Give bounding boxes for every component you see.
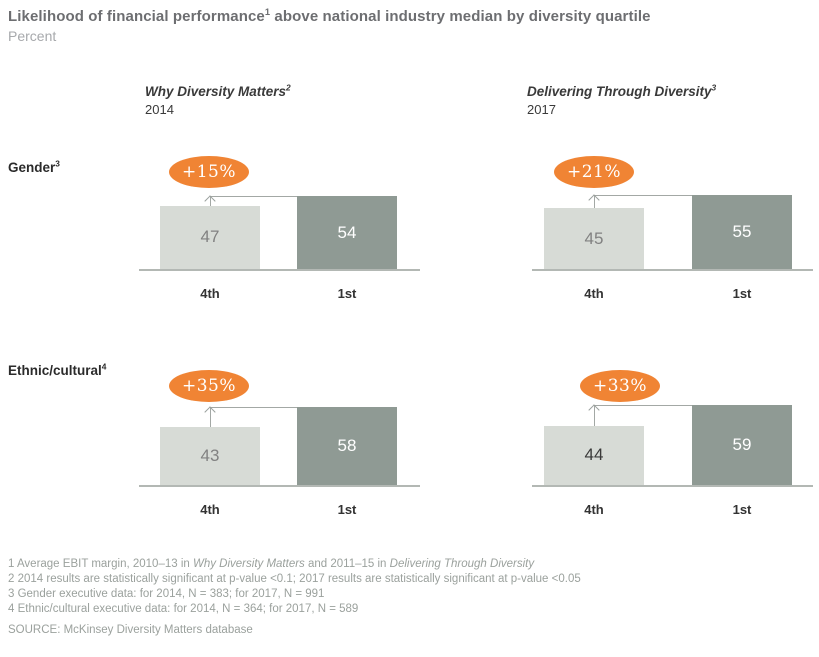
- row-label-ethnic-cultural: Ethnic/cultural4: [8, 361, 107, 378]
- column-header-2014: Why Diversity Matters2 2014: [145, 82, 291, 117]
- study-title-2017: Delivering Through Diversity3: [527, 82, 717, 99]
- axis-baseline: [139, 485, 420, 487]
- delta-value: +15%: [181, 162, 237, 182]
- connector-line-vertical: [210, 406, 211, 427]
- study-title-text: Delivering Through Diversity: [527, 84, 712, 99]
- column-header-2017: Delivering Through Diversity3 2017: [527, 82, 717, 117]
- bar-value: 55: [732, 221, 752, 241]
- category-label-1st: 1st: [337, 286, 357, 301]
- footnote-4: 4 Ethnic/cultural executive data: for 20…: [8, 603, 359, 615]
- footnote-1: 1 Average EBIT margin, 2010–13 in Why Di…: [8, 557, 581, 572]
- bar-4th-quartile: 44: [544, 425, 644, 485]
- axis-baseline: [532, 485, 813, 487]
- category-label-1st: 1st: [337, 502, 357, 517]
- row-label-gender: Gender3: [8, 158, 60, 175]
- connector-line-horizontal: [594, 194, 692, 196]
- chart-panel-ethnic-2014: +35% 43 58 4th 1st: [139, 366, 420, 526]
- delta-badge: +33%: [580, 370, 660, 402]
- study-title-superscript: 2: [286, 82, 291, 93]
- bar-value: 47: [200, 227, 220, 247]
- bar-value: 44: [584, 445, 604, 465]
- page-title-text-cont: above national industry median by divers…: [270, 8, 651, 25]
- connector-line-vertical: [594, 405, 595, 426]
- bar-4th-quartile: 45: [544, 208, 644, 269]
- study-year-2017: 2017: [527, 102, 556, 117]
- connector-line-horizontal: [210, 196, 297, 198]
- delta-badge: +35%: [169, 370, 249, 402]
- bar-1st-quartile: 55: [692, 194, 792, 269]
- bar-value: 58: [337, 435, 357, 455]
- footnote-book-title: Delivering Through Diversity: [389, 558, 535, 570]
- connector-line-horizontal: [210, 406, 297, 408]
- connector-line-vertical: [594, 194, 595, 209]
- delta-value: +33%: [592, 376, 648, 396]
- bar-4th-quartile: 43: [160, 426, 260, 485]
- connector-line-horizontal: [594, 405, 692, 407]
- delta-badge: +15%: [169, 156, 249, 188]
- footnotes: 1 Average EBIT margin, 2010–13 in Why Di…: [8, 557, 581, 617]
- bar-4th-quartile: 47: [160, 205, 260, 269]
- footnote-text: 1 Average EBIT margin, 2010–13 in: [8, 558, 193, 570]
- footnote-3: 3 Gender executive data: for 2014, N = 3…: [8, 588, 325, 600]
- bar-value: 54: [337, 222, 357, 242]
- chart-panel-ethnic-2017: +33% 44 59 4th 1st: [532, 366, 813, 526]
- delta-value: +35%: [181, 376, 237, 396]
- delta-badge: +21%: [554, 156, 634, 188]
- bar-1st-quartile: 58: [297, 406, 397, 485]
- category-label-1st: 1st: [732, 502, 752, 517]
- category-label-4th: 4th: [200, 502, 220, 517]
- study-title-text: Why Diversity Matters: [145, 84, 287, 99]
- source-line: SOURCE: McKinsey Diversity Matters datab…: [8, 624, 253, 636]
- chart-panel-gender-2017: +21% 45 55 4th 1st: [532, 150, 813, 310]
- page-title-text: Likelihood of financial performance: [8, 8, 265, 25]
- bar-value: 59: [732, 435, 752, 455]
- category-label-4th: 4th: [584, 286, 604, 301]
- page-title: Likelihood of financial performance1 abo…: [8, 7, 808, 25]
- row-label-superscript: 4: [101, 361, 107, 372]
- bar-value: 45: [584, 228, 604, 248]
- up-arrow-icon: [588, 404, 600, 417]
- category-label-1st: 1st: [732, 286, 752, 301]
- chart-panel-gender-2014: +15% 47 54 4th 1st: [139, 150, 420, 310]
- axis-baseline: [532, 269, 813, 271]
- connector-line-vertical: [210, 196, 211, 206]
- bar-value: 43: [200, 445, 220, 465]
- unit-label: Percent: [8, 28, 57, 44]
- category-label-4th: 4th: [584, 502, 604, 517]
- row-label-text: Ethnic/cultural: [8, 363, 102, 378]
- footnote-text: and 2011–15 in: [304, 558, 390, 570]
- axis-baseline: [139, 269, 420, 271]
- delta-value: +21%: [566, 162, 622, 182]
- study-year-2014: 2014: [145, 102, 174, 117]
- page-title-superscript: 1: [264, 7, 271, 17]
- bar-1st-quartile: 59: [692, 405, 792, 485]
- row-label-text: Gender: [8, 160, 56, 175]
- bar-1st-quartile: 54: [297, 196, 397, 269]
- up-arrow-icon: [588, 194, 600, 206]
- category-label-4th: 4th: [200, 286, 220, 301]
- study-title-2014: Why Diversity Matters2: [145, 82, 291, 99]
- study-title-superscript: 3: [711, 82, 717, 93]
- footnote-2: 2 2014 results are statistically signifi…: [8, 573, 581, 585]
- up-arrow-icon: [204, 406, 216, 418]
- footnote-book-title: Why Diversity Matters: [192, 558, 305, 570]
- row-label-superscript: 3: [55, 158, 60, 169]
